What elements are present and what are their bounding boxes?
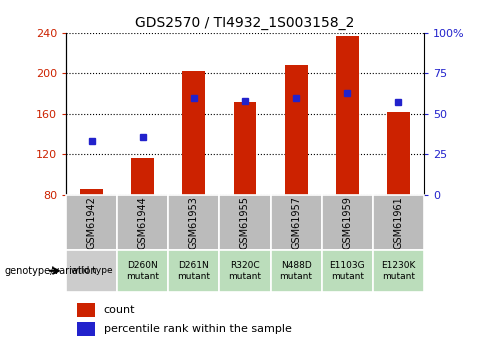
Text: percentile rank within the sample: percentile rank within the sample: [104, 324, 292, 334]
Bar: [66, 195, 117, 250]
Bar: [285, 65, 308, 195]
Text: D260N
mutant: D260N mutant: [126, 261, 159, 280]
Text: GSM61957: GSM61957: [291, 196, 301, 249]
Text: GSM61953: GSM61953: [189, 196, 199, 249]
Bar: [387, 112, 410, 195]
Bar: [80, 189, 103, 195]
Text: D261N
mutant: D261N mutant: [177, 261, 210, 280]
Bar: [220, 195, 270, 250]
Text: N488D
mutant: N488D mutant: [280, 261, 313, 280]
Bar: [270, 195, 321, 250]
Bar: [117, 195, 169, 250]
Bar: [131, 158, 154, 195]
Bar: [169, 250, 220, 292]
Text: GSM61961: GSM61961: [393, 196, 403, 249]
Text: GSM61944: GSM61944: [138, 196, 148, 249]
Text: count: count: [104, 305, 135, 315]
Bar: [373, 195, 424, 250]
Bar: [373, 250, 424, 292]
Text: E1103G
mutant: E1103G mutant: [329, 261, 365, 280]
Text: genotype/variation: genotype/variation: [5, 266, 98, 276]
Text: E1230K
mutant: E1230K mutant: [381, 261, 416, 280]
Bar: [321, 250, 373, 292]
Text: R320C
mutant: R320C mutant: [228, 261, 262, 280]
Bar: [117, 250, 169, 292]
Bar: [77, 322, 95, 336]
Text: GSM61955: GSM61955: [240, 196, 250, 249]
Bar: [182, 71, 205, 195]
Text: wild type: wild type: [71, 266, 113, 275]
Bar: [321, 195, 373, 250]
Text: GSM61959: GSM61959: [342, 196, 352, 249]
Bar: [234, 102, 256, 195]
Bar: [270, 250, 321, 292]
Bar: [169, 195, 220, 250]
Bar: [336, 36, 359, 195]
Bar: [77, 303, 95, 317]
Title: GDS2570 / TI4932_1S003158_2: GDS2570 / TI4932_1S003158_2: [135, 16, 355, 30]
Text: GSM61942: GSM61942: [87, 196, 97, 249]
Bar: [220, 250, 270, 292]
Bar: [66, 250, 117, 292]
